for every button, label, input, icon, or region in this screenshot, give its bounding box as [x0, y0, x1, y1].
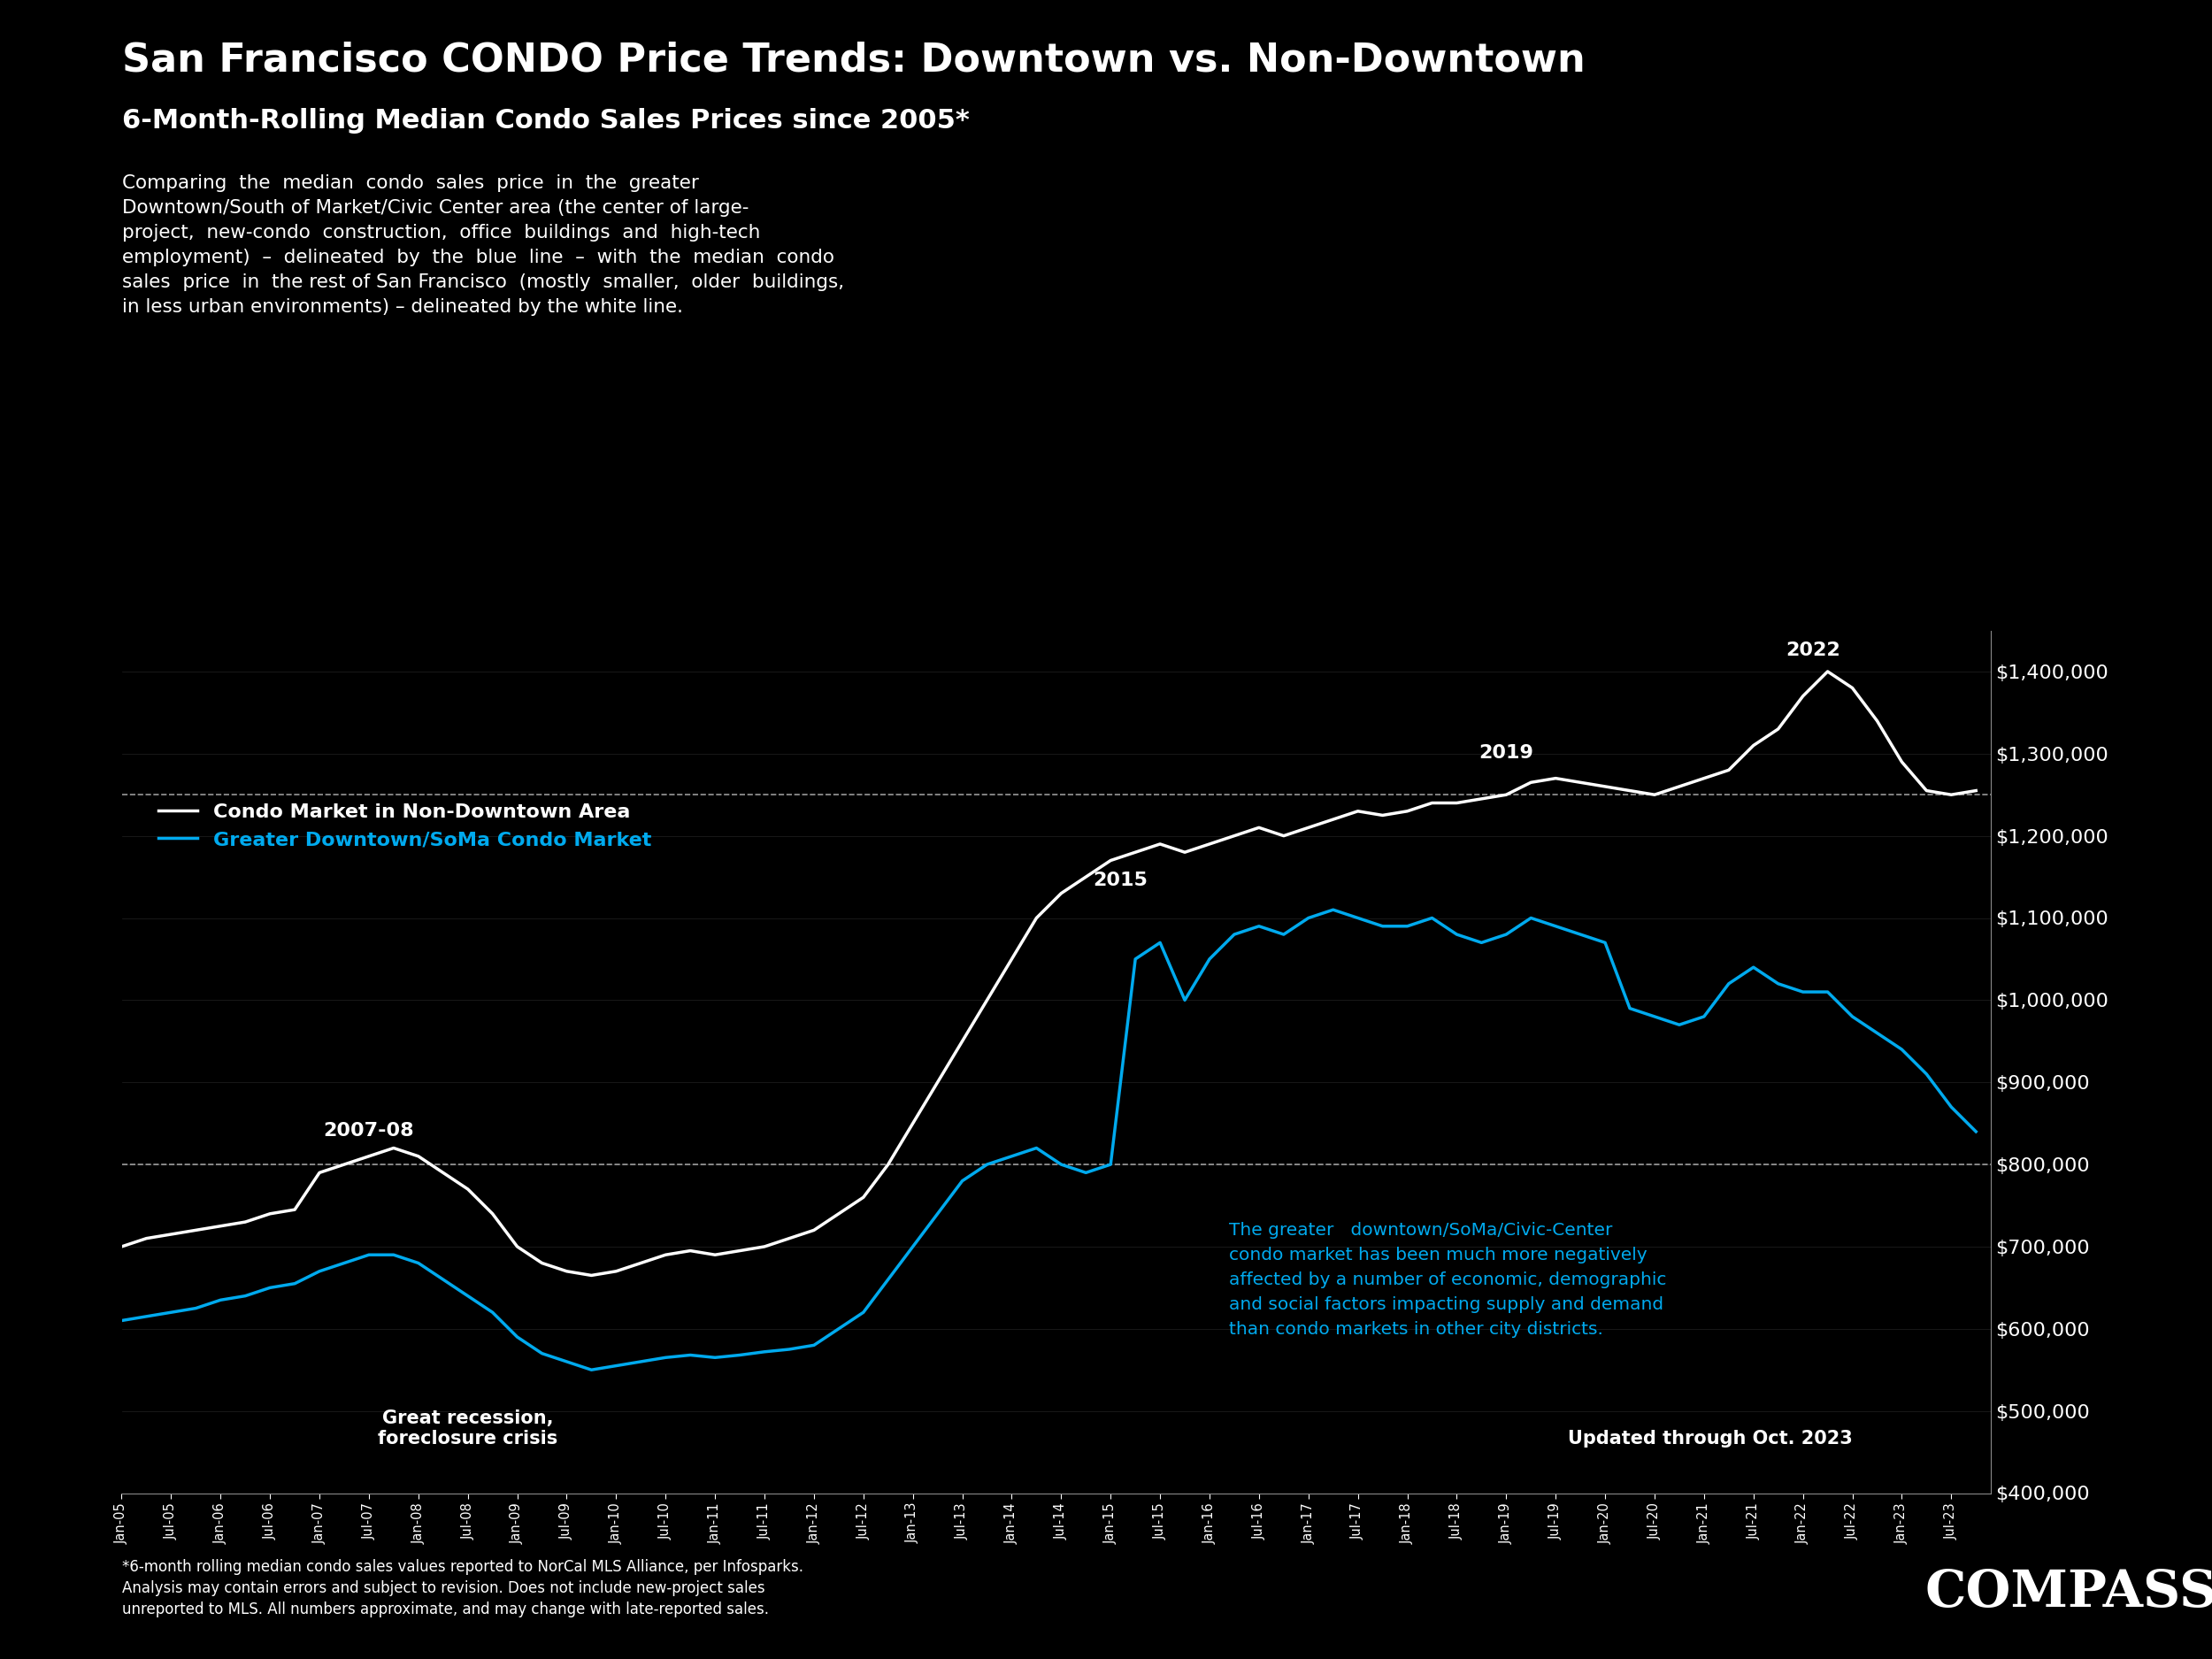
- Text: COMPASS: COMPASS: [1924, 1568, 2212, 1618]
- Text: *6-month rolling median condo sales values reported to NorCal MLS Alliance, per : *6-month rolling median condo sales valu…: [122, 1559, 803, 1618]
- Text: San Francisco CONDO Price Trends: Downtown vs. Non-Downtown: San Francisco CONDO Price Trends: Downto…: [122, 41, 1584, 80]
- Legend: Condo Market in Non-Downtown Area, Greater Downtown/SoMa Condo Market: Condo Market in Non-Downtown Area, Great…: [150, 796, 659, 856]
- Text: The greater   downtown/SoMa/Civic-Center
condo market has been much more negativ: The greater downtown/SoMa/Civic-Center c…: [1230, 1223, 1666, 1337]
- Text: 2007-08: 2007-08: [323, 1121, 414, 1140]
- Text: Comparing  the  median  condo  sales  price  in  the  greater
Downtown/South of : Comparing the median condo sales price i…: [122, 174, 843, 315]
- Text: Updated through Oct. 2023: Updated through Oct. 2023: [1568, 1430, 1851, 1448]
- Text: 2015: 2015: [1093, 871, 1148, 889]
- Text: 6-Month-Rolling Median Condo Sales Prices since 2005*: 6-Month-Rolling Median Condo Sales Price…: [122, 108, 969, 133]
- Text: 2019: 2019: [1480, 745, 1533, 761]
- Text: 2022: 2022: [1785, 642, 1840, 659]
- Text: Great recession,
foreclosure crisis: Great recession, foreclosure crisis: [378, 1410, 557, 1448]
